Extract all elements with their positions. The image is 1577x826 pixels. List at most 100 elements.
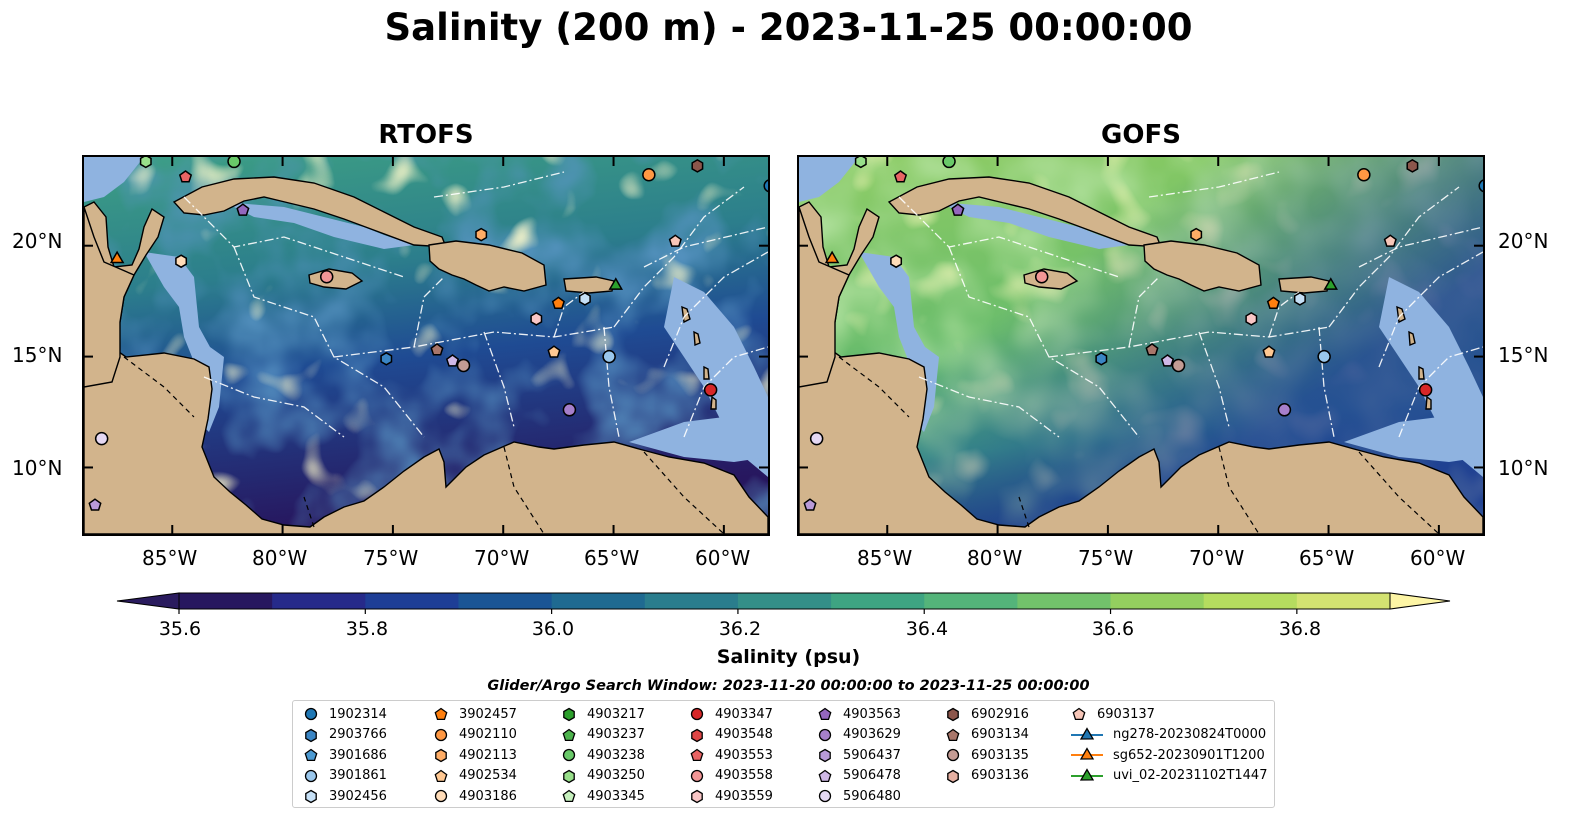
lat-tick-20n-right: 20°N (1498, 229, 1549, 253)
platform-marker-4902113 (1190, 227, 1203, 242)
lon-tick-85w-rtofs: 85°W (142, 546, 198, 570)
lon-tick-75w-rtofs: 75°W (363, 546, 419, 570)
legend-entry-4903238: 4903238 (561, 745, 645, 765)
country-border (123, 356, 195, 418)
legend-entry-3901686: 3901686 (303, 745, 387, 765)
legend-label: 4903559 (715, 788, 773, 804)
colorbar-segment (1017, 593, 1112, 609)
platform-marker-uvi_02-20231102T1447 (608, 277, 623, 290)
eez-boundary (233, 246, 425, 438)
circle-marker-icon (562, 748, 576, 762)
legend-title: Glider/Argo Search Window: 2023-11-20 00… (487, 678, 1090, 694)
legend-label: 4903250 (587, 768, 645, 783)
eez-boundary (643, 226, 768, 268)
platform-marker-6902916 (691, 159, 704, 173)
colorbar-segment (737, 593, 832, 609)
lon-tick-80w-gofs: 80°W (967, 546, 1023, 570)
legend-label: 2903766 (329, 727, 387, 742)
legend-label: 6903137 (1097, 706, 1155, 722)
legend-label: sg652-20230901T1200 (1113, 747, 1265, 763)
colorbar-tick-36-4: 36.4 (905, 618, 949, 640)
eez-boundary (413, 276, 445, 348)
platform-marker-4903238 (227, 157, 241, 169)
eez-boundary (1048, 326, 1330, 358)
colorbar-extend-low (116, 592, 180, 610)
legend-label: 4902113 (459, 747, 517, 763)
platform-marker-1902314b (1478, 179, 1483, 193)
platform-marker-5906437 (88, 498, 102, 511)
legend-entry-4902534: 4902534 (433, 766, 517, 786)
legend-entry-3902456: 3902456 (303, 786, 387, 806)
legend-entry-4903186: 4903186 (433, 786, 517, 806)
colorbar-extend-high (1389, 592, 1451, 610)
lon-tick-60w-rtofs: 60°W (695, 546, 751, 570)
platform-marker-3902457 (1266, 296, 1280, 309)
legend-label: 4903186 (459, 788, 517, 804)
pentagon-marker-icon (818, 769, 832, 782)
pentagon-marker-icon (562, 789, 576, 803)
colorbar-segment (365, 593, 459, 609)
colorbar-tick-36-6: 36.6 (1091, 618, 1135, 640)
eez-boundary (483, 331, 515, 428)
platform-marker-6903137 (668, 234, 682, 247)
circle-marker-icon (434, 728, 448, 741)
platform-marker-4902110 (642, 167, 656, 182)
platform-marker-4903238 (942, 157, 956, 169)
legend-entry-sg652-20230901T1200: sg652-20230901T1200 (1071, 745, 1265, 765)
circle-marker-icon (434, 789, 448, 803)
eez-boundary (1398, 346, 1483, 438)
land-yucatan (799, 206, 850, 388)
legend-entry-4903345: 4903345 (561, 786, 645, 806)
legend-label: 4903238 (587, 747, 645, 763)
pentagon-marker-icon (304, 748, 318, 762)
lon-tick-70w-gofs: 70°W (1189, 546, 1245, 570)
hexagon-marker-icon (691, 728, 703, 742)
platform-marker-1902314b (763, 179, 768, 193)
triangle-marker-icon (1071, 726, 1103, 740)
legend-entry-5906480: 5906480 (817, 786, 901, 806)
platform-marker-4903553 (178, 170, 193, 183)
hexagon-marker-icon (563, 707, 575, 722)
country-border (838, 356, 910, 418)
platform-marker-6903137 (1383, 234, 1397, 247)
legend-label: 3902456 (329, 788, 387, 804)
legend-label: 4903217 (587, 706, 645, 722)
country-border (503, 446, 545, 534)
colorbar-segment (1203, 593, 1298, 609)
rtofs-map[interactable] (82, 155, 770, 536)
pentagon-marker-icon (690, 748, 704, 762)
legend-label: 4903558 (715, 768, 773, 783)
platform-marker-4902110 (1357, 167, 1371, 182)
platform-marker-5906480 (809, 431, 824, 446)
legend-label: 5906437 (843, 747, 901, 763)
legend-label: ng278-20230824T0000 (1113, 727, 1267, 742)
eez-boundary (1148, 171, 1280, 198)
land-puerto-rico (563, 276, 615, 294)
lon-tick-60w-gofs: 60°W (1410, 546, 1466, 570)
salinity-colorbar (116, 592, 1451, 614)
legend-label: 4903629 (843, 727, 901, 742)
legend-label: 6903135 (971, 747, 1029, 763)
eez-boundary (603, 326, 620, 438)
circle-marker-icon (304, 769, 318, 782)
lon-tick-80w-rtofs: 80°W (252, 546, 308, 570)
platform-marker-5906480 (94, 431, 109, 446)
colorbar-segment (924, 593, 1018, 609)
platform-marker-6903135 (456, 358, 471, 373)
land-puerto-rico (1278, 276, 1330, 294)
platform-marker-5906437 (803, 498, 817, 511)
shelf-water (84, 157, 144, 202)
colorbar-tick-35-6: 35.6 (158, 618, 202, 640)
land-central-america (799, 201, 1483, 534)
shelf-water (1344, 407, 1483, 462)
eez-boundary (1128, 276, 1160, 348)
eez-boundary (1198, 331, 1230, 428)
gofs-map[interactable] (797, 155, 1485, 536)
rtofs-panel-title: RTOFS (378, 120, 474, 150)
legend-label: 6902916 (971, 706, 1029, 722)
legend-entry-6903135: 6903135 (945, 745, 1029, 765)
platform-marker-5906478 (445, 354, 460, 367)
shelf-water (939, 202, 1129, 249)
platform-marker-4903563 (951, 203, 965, 216)
colorbar-tick-36-8: 36.8 (1278, 618, 1322, 640)
